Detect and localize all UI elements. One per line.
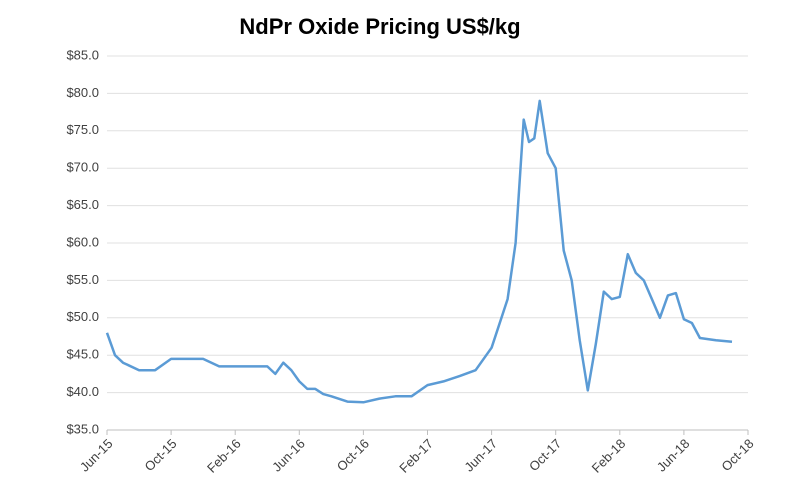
- y-tick-label: $50.0: [66, 309, 99, 324]
- y-tick-label: $65.0: [66, 197, 99, 212]
- y-tick-label: $75.0: [66, 122, 99, 137]
- x-tick-label: Feb-16: [204, 436, 244, 476]
- y-tick-label: $60.0: [66, 234, 99, 249]
- x-tick-label: Feb-18: [589, 436, 629, 476]
- y-tick-label: $55.0: [66, 272, 99, 287]
- x-tick-label: Oct-18: [718, 436, 756, 474]
- line-series: [105, 99, 733, 404]
- x-tick-label: Jun-16: [269, 436, 308, 475]
- y-tick-label: $85.0: [66, 47, 99, 62]
- x-tick-label: Jun-17: [461, 436, 500, 475]
- x-tick-label: Jun-15: [77, 436, 116, 475]
- y-tick-label: $45.0: [66, 347, 99, 362]
- chart-title: NdPr Oxide Pricing US$/kg: [239, 14, 520, 39]
- y-tick-label: $40.0: [66, 384, 99, 399]
- x-tick-label: Oct-15: [141, 436, 179, 474]
- x-tick-label: Oct-17: [526, 436, 564, 474]
- x-tick-label: Feb-17: [396, 436, 436, 476]
- x-tick-label: Oct-16: [334, 436, 372, 474]
- y-tick-label: $80.0: [66, 85, 99, 100]
- y-tick-label: $70.0: [66, 160, 99, 175]
- x-tick-label: Jun-18: [654, 436, 693, 475]
- y-tick-label: $35.0: [66, 421, 99, 436]
